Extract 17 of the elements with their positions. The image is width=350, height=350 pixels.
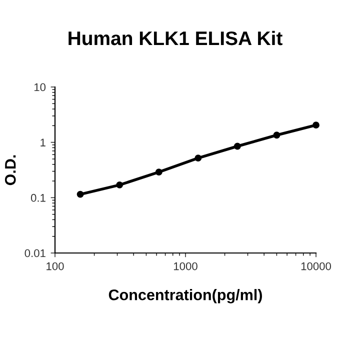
y-tick-label: 0.1 [30, 194, 46, 202]
y-axis-title: O.D. [4, 155, 16, 186]
point [76, 190, 84, 198]
x-tick-label: 10000 [301, 262, 332, 270]
point [273, 132, 280, 139]
point [234, 142, 241, 150]
x-tick-label: 100 [46, 262, 64, 270]
point [155, 168, 162, 176]
point [194, 154, 202, 162]
x-axis-title: Concentration(pg/ml) [108, 289, 262, 304]
point [116, 181, 124, 188]
point [312, 122, 320, 129]
y-tick-label: 1 [40, 138, 46, 146]
y-tick-label: 0.01 [24, 249, 46, 258]
x-tick-label: 1000 [174, 262, 198, 270]
chart-title: Human KLK1 ELISA Kit [68, 30, 282, 46]
y-tick-label: 10 [34, 83, 46, 92]
